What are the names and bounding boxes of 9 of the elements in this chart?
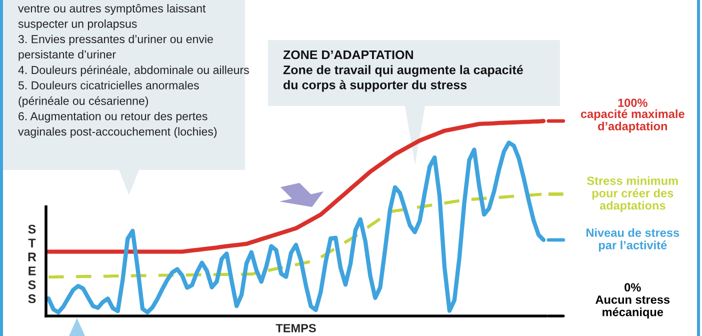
text: ZONE D’ADAPTATION Zone de travail qui augmente la capacité du corps à supporter du stress [283,50,523,92]
legend-label: capacité maximale d’adaptation [580,109,684,133]
text: ventre ou autres symptômes laissant suspecter un prolapsus 3. Envies pressantes d’uriner ou envie persistante d’uriner 4. Douleurs périnéale, abdominale ou ailleurs 5. Douleurs cicatricielles anormales (périnéale ou césarienne) 6. Augmentation ou retour des pertes vaginales post-accouchement (lochies) [18,4,249,138]
legend-label: Stress minimum pour créer des adaptations [587,176,678,212]
text: 100% [618,98,648,107]
y-axis-title: S T R E S S [28,224,36,304]
text: 0% Aucun stress mécanique [596,283,670,319]
legend-label: Niveau de stress par l’activité [586,228,680,252]
x-axis-title: TEMPS [276,324,316,332]
